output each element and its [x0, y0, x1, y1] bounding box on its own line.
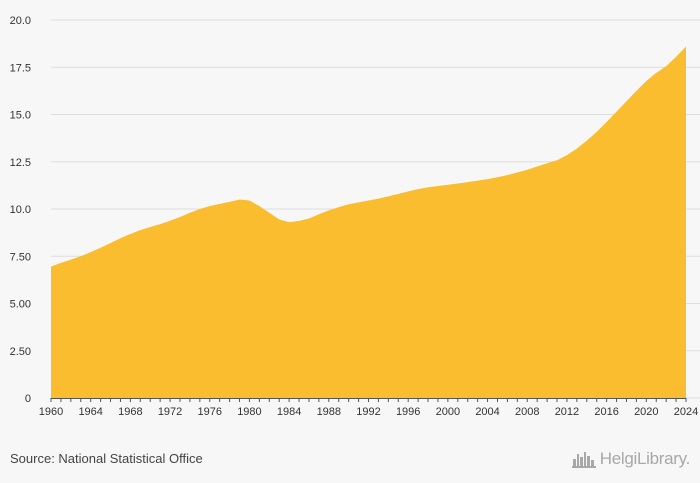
y-tick-label: 12.5 [10, 157, 31, 169]
y-tick-label: 10.0 [10, 204, 31, 216]
brand-logo[interactable]: HelgiLibrary. [571, 449, 691, 469]
x-tick-label: 2004 [475, 406, 499, 418]
x-tick-label: 1972 [158, 406, 182, 418]
y-tick-label: 7.50 [10, 251, 31, 263]
x-tick-label: 2020 [634, 406, 658, 418]
y-tick-label: 2.50 [10, 346, 31, 358]
x-tick-label: 1968 [118, 406, 142, 418]
y-tick-label: 20.0 [10, 15, 31, 27]
x-tick-label: 1960 [39, 406, 63, 418]
brand-name: HelgiLibrary. [599, 449, 691, 468]
x-tick-label: 1992 [356, 406, 380, 418]
x-tick-label: 2008 [515, 406, 539, 418]
y-tick-label: 17.5 [10, 62, 31, 74]
source-note: Source: National Statistical Office [10, 451, 203, 466]
y-tick-label: 5.00 [10, 299, 31, 311]
x-tick-label: 1964 [78, 406, 102, 418]
footer: Source: National Statistical Office Helg… [0, 440, 700, 483]
x-tick-label: 2016 [594, 406, 618, 418]
y-tick-label: 0 [25, 393, 31, 405]
y-tick-label: 15.0 [10, 110, 31, 122]
x-tick-label: 1976 [198, 406, 222, 418]
x-tick-label: 1988 [317, 406, 341, 418]
x-tick-label: 1984 [277, 406, 301, 418]
data-area [51, 46, 686, 399]
x-tick-label: 1980 [237, 406, 261, 418]
x-tick-label: 2000 [436, 406, 460, 418]
x-axis: 1960 1964 1968 1972 1976 1980 1984 1988 1992 1996… [39, 398, 698, 418]
x-tick-label: 1996 [396, 406, 420, 418]
x-tick-label: 2024 [674, 406, 698, 418]
city-skyline-icon [571, 452, 596, 468]
x-tick-label: 2012 [555, 406, 579, 418]
y-axis: 0 2.50 5.00 7.50 10.0 12.5 15.0 17.5 20.0 [10, 15, 31, 405]
